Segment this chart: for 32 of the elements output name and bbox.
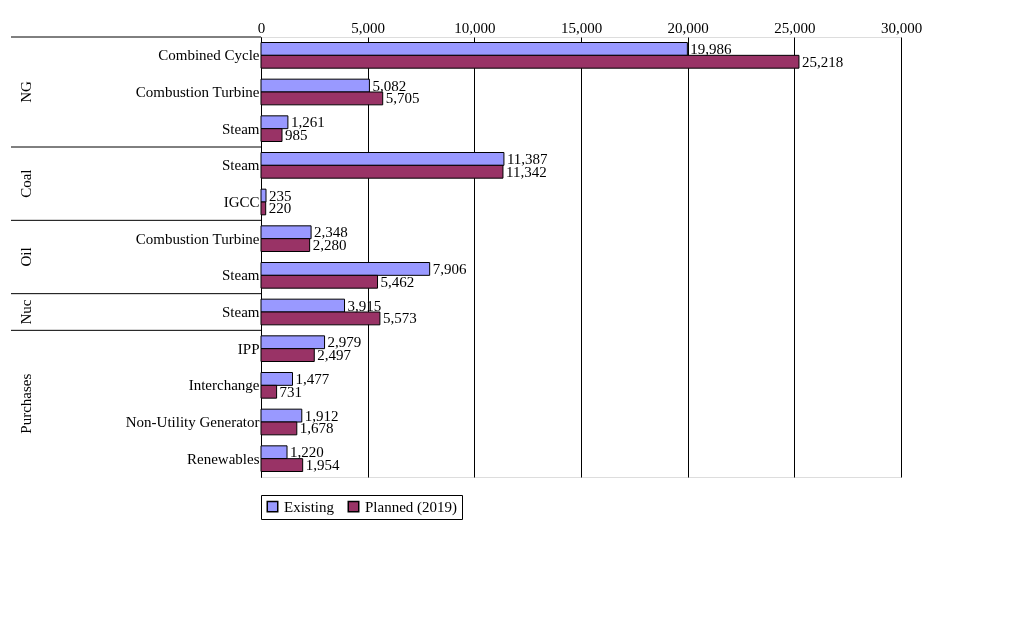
y-tick-label: Combined Cycle: [158, 47, 260, 64]
x-tick-label: 20,000: [667, 19, 709, 36]
data-label: 19,986: [690, 40, 733, 57]
data-label: 5,573: [382, 310, 417, 327]
text: Purchases: [18, 373, 34, 434]
y-tick-label: Steam: [222, 157, 260, 174]
y-tick-label: Renewables: [187, 450, 260, 467]
data-label: 7,906: [432, 260, 467, 277]
x-tick-label: 25,000: [774, 19, 816, 36]
data-label: 2,979: [327, 334, 362, 351]
x-tick-label: 30,000: [880, 19, 923, 36]
legend-label: Planned (2019): [365, 498, 458, 516]
y-tick-label: IGCC: [223, 194, 260, 210]
legend-label: Existing: [284, 498, 335, 515]
x-tick-label: 15,000: [560, 19, 603, 36]
y-tick-label: Combustion Turbine: [135, 84, 260, 100]
text: Oil: [18, 247, 34, 267]
text: Nuc: [18, 299, 34, 325]
x-tick-label: 0: [257, 19, 266, 36]
text: Coal: [18, 169, 34, 198]
data-label: 25,218: [801, 53, 844, 70]
x-tick-label: 10,000: [454, 19, 496, 36]
x-tick-label: 5,000: [351, 19, 386, 36]
y-tick-label: Non-Utility Generator: [125, 414, 260, 430]
text: NG: [18, 81, 34, 103]
y-tick-label: IPP: [237, 340, 260, 357]
data-label: 5,462: [380, 273, 415, 290]
y-tick-label: Steam: [222, 304, 260, 320]
y-tick-label: Interchange: [188, 377, 260, 394]
y-tick-label: Steam: [222, 267, 260, 284]
y-tick-label: Combustion Turbine: [135, 230, 260, 247]
y-tick-label: Steam: [222, 120, 260, 137]
